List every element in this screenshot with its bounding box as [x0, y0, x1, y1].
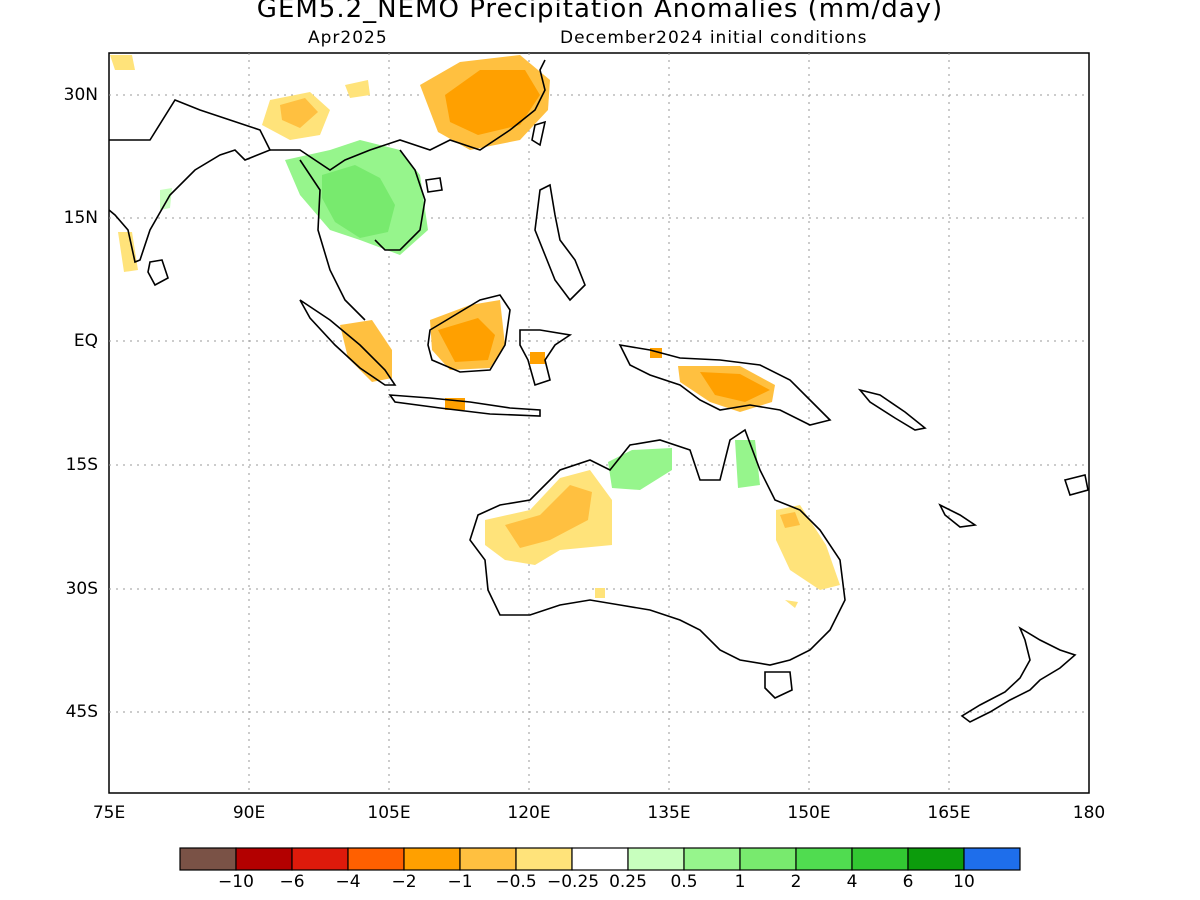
colorbar-tick-label: −10: [218, 872, 254, 892]
lat-label-15s: 15S: [65, 455, 98, 475]
colorbar-swatch: [795, 847, 853, 871]
colorbar-swatch: [963, 847, 1021, 871]
colorbar-swatch: [291, 847, 349, 871]
colorbar-tick-label: 6: [902, 872, 914, 892]
lat-label-eq: EQ: [73, 331, 98, 351]
lon-label-90e: 90E: [232, 803, 266, 823]
lon-label-105e: 105E: [367, 803, 411, 823]
colorbar-tick-label: −0.25: [547, 872, 600, 892]
colorbar-tick-label: −1: [447, 872, 473, 892]
lat-label-45s: 45S: [65, 702, 98, 722]
colorbar-swatch: [683, 847, 741, 871]
lon-label-180: 180: [1072, 803, 1106, 823]
colorbar-swatch: [235, 847, 293, 871]
colorbar: [179, 847, 1021, 871]
colorbar-swatch: [347, 847, 405, 871]
lon-label-75e: 75E: [92, 803, 126, 823]
lat-label-15n: 15N: [63, 208, 98, 228]
forecast-month: Apr2025: [308, 28, 388, 48]
colorbar-swatch: [571, 847, 629, 871]
lon-label-120e: 120E: [507, 803, 551, 823]
colorbar-tick-label: 0.25: [609, 872, 647, 892]
initial-conditions: December2024 initial conditions: [560, 28, 868, 48]
colorbar-tick-label: 0.5: [670, 872, 698, 892]
lat-label-30s: 30S: [65, 579, 98, 599]
map-title: GEM5.2_NEMO Precipitation Anomalies (mm/…: [256, 0, 944, 24]
colorbar-swatch: [179, 847, 237, 871]
map-frame: [108, 52, 1090, 794]
colorbar-tick-label: −2: [391, 872, 417, 892]
colorbar-tick-label: 4: [846, 872, 858, 892]
coastlines: [108, 59, 1089, 723]
lon-label-150e: 150E: [787, 803, 831, 823]
lon-label-165e: 165E: [927, 803, 971, 823]
colorbar-tick-label: 2: [790, 872, 802, 892]
colorbar-swatch: [739, 847, 797, 871]
colorbar-swatch: [851, 847, 909, 871]
colorbar-tick-label: −6: [279, 872, 305, 892]
colorbar-tick-label: 1: [734, 872, 746, 892]
colorbar-swatch: [907, 847, 965, 871]
colorbar-swatch: [627, 847, 685, 871]
colorbar-tick-label: −0.5: [495, 872, 537, 892]
lon-label-135e: 135E: [647, 803, 691, 823]
precip-anomaly-shading: [110, 55, 840, 608]
colorbar-tick-label: −4: [335, 872, 361, 892]
lat-label-30n: 30N: [63, 85, 98, 105]
colorbar-swatch: [515, 847, 573, 871]
colorbar-tick-label: 10: [953, 872, 975, 892]
colorbar-swatch: [403, 847, 461, 871]
colorbar-swatch: [459, 847, 517, 871]
